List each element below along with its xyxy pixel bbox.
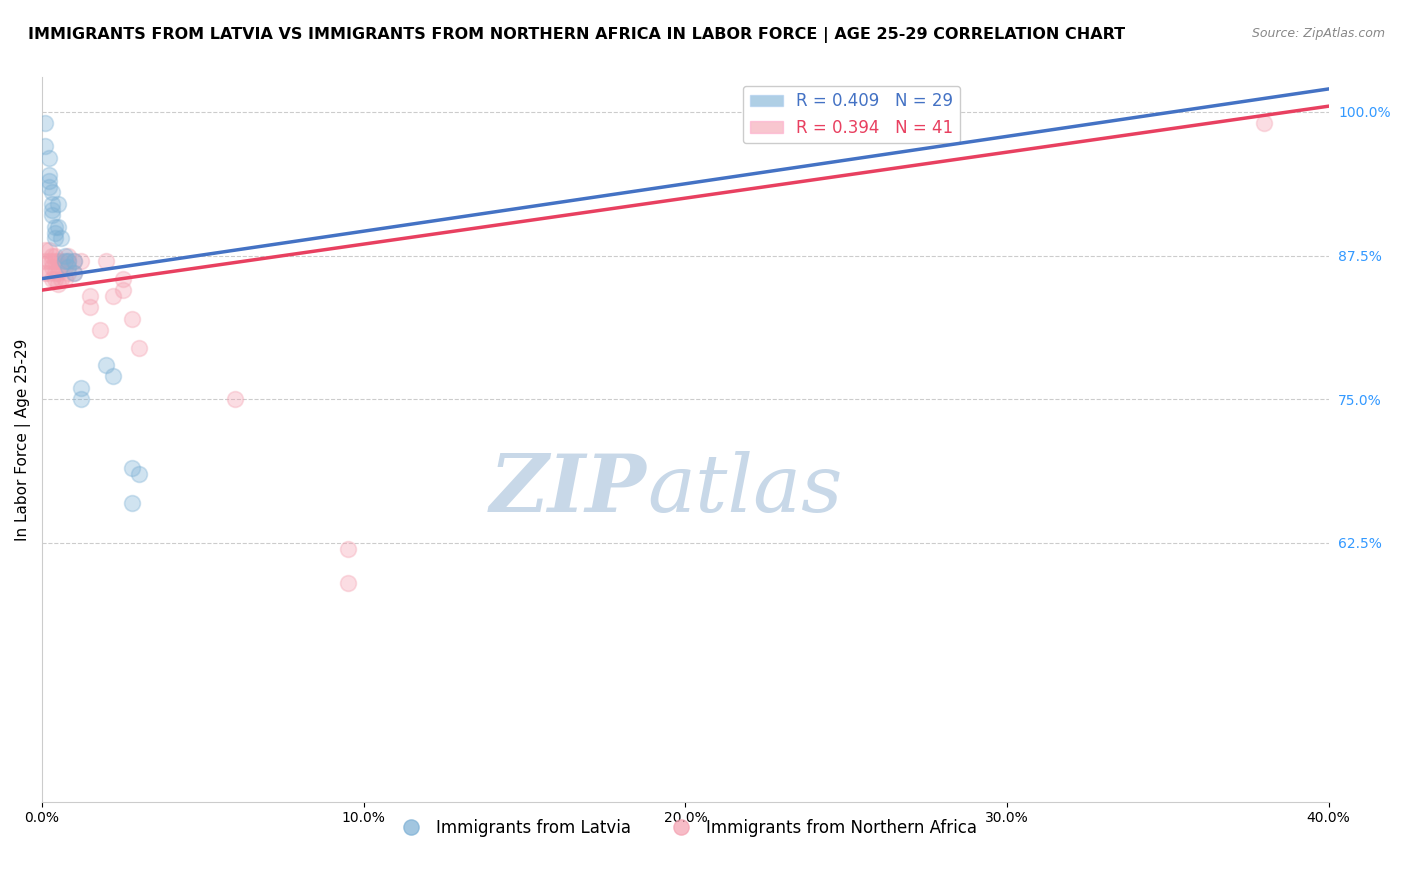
- Point: [34, 266, 56, 280]
- Point: [44, 266, 66, 280]
- Point: [41, 249, 63, 263]
- Point: [89, 323, 111, 337]
- Point: [46, 197, 69, 211]
- Point: [128, 467, 150, 481]
- Point: [56, 254, 79, 268]
- Point: [224, 392, 246, 407]
- Point: [111, 283, 134, 297]
- Point: [69, 392, 91, 407]
- Point: [41, 197, 63, 211]
- Point: [63, 266, 86, 280]
- Point: [38, 254, 60, 268]
- Point: [51, 231, 73, 245]
- Point: [34, 116, 56, 130]
- Point: [63, 266, 86, 280]
- Text: Source: ZipAtlas.com: Source: ZipAtlas.com: [1251, 27, 1385, 40]
- Point: [51, 254, 73, 268]
- Point: [44, 226, 66, 240]
- Point: [51, 260, 73, 274]
- Point: [56, 266, 79, 280]
- Point: [128, 341, 150, 355]
- Point: [79, 301, 101, 315]
- Point: [38, 266, 60, 280]
- Point: [69, 381, 91, 395]
- Text: atlas: atlas: [647, 451, 842, 529]
- Text: ZIP: ZIP: [489, 451, 647, 529]
- Point: [63, 254, 86, 268]
- Point: [56, 254, 79, 268]
- Legend: Immigrants from Latvia, Immigrants from Northern Africa: Immigrants from Latvia, Immigrants from …: [388, 813, 983, 844]
- Point: [96, 358, 118, 372]
- Point: [53, 249, 76, 263]
- Point: [53, 254, 76, 268]
- Point: [44, 249, 66, 263]
- Point: [56, 249, 79, 263]
- Point: [111, 271, 134, 285]
- Point: [38, 174, 60, 188]
- Point: [53, 271, 76, 285]
- Point: [41, 202, 63, 217]
- Point: [69, 254, 91, 268]
- Point: [46, 254, 69, 268]
- Point: [96, 254, 118, 268]
- Point: [121, 461, 143, 475]
- Point: [34, 139, 56, 153]
- Point: [121, 311, 143, 326]
- Point: [336, 541, 359, 556]
- Point: [63, 254, 86, 268]
- Point: [46, 266, 69, 280]
- Point: [336, 576, 359, 591]
- Point: [51, 271, 73, 285]
- Point: [44, 271, 66, 285]
- Point: [38, 179, 60, 194]
- Text: IMMIGRANTS FROM LATVIA VS IMMIGRANTS FROM NORTHERN AFRICA IN LABOR FORCE | AGE 2: IMMIGRANTS FROM LATVIA VS IMMIGRANTS FRO…: [28, 27, 1125, 43]
- Point: [1253, 116, 1275, 130]
- Point: [53, 260, 76, 274]
- Point: [121, 496, 143, 510]
- Point: [56, 260, 79, 274]
- Point: [41, 260, 63, 274]
- Point: [46, 219, 69, 234]
- Point: [38, 168, 60, 182]
- Point: [41, 208, 63, 222]
- Point: [38, 151, 60, 165]
- Point: [34, 243, 56, 257]
- Point: [41, 254, 63, 268]
- Point: [44, 231, 66, 245]
- Point: [41, 186, 63, 200]
- Point: [41, 271, 63, 285]
- Point: [101, 289, 124, 303]
- Point: [34, 254, 56, 268]
- Point: [79, 289, 101, 303]
- Point: [44, 254, 66, 268]
- Point: [38, 243, 60, 257]
- Point: [101, 369, 124, 384]
- Point: [46, 277, 69, 292]
- Point: [44, 219, 66, 234]
- Y-axis label: In Labor Force | Age 25-29: In Labor Force | Age 25-29: [15, 338, 31, 541]
